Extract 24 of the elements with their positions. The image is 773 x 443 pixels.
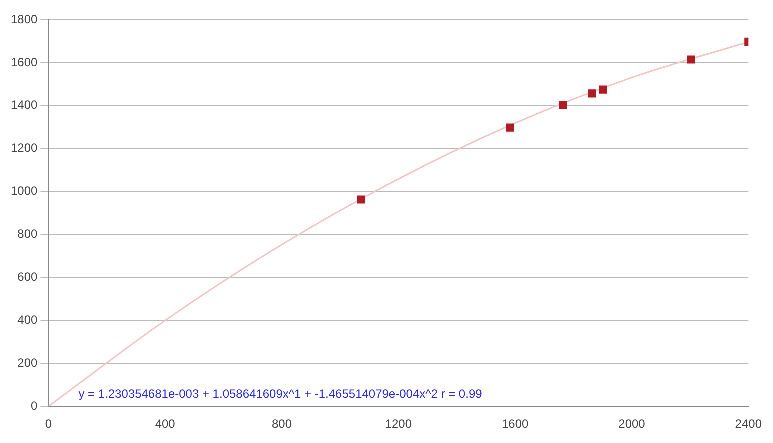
point xyxy=(687,56,696,64)
y-tick-label: 600 xyxy=(18,270,38,284)
point xyxy=(357,196,366,204)
y-tick-label: 1800 xyxy=(10,12,38,26)
y-tick-label: 1200 xyxy=(10,141,38,156)
y-tick-label: 1400 xyxy=(10,98,38,112)
x-tick-label: 0 xyxy=(45,417,52,432)
x-tick-label: 800 xyxy=(272,417,292,432)
y-tick-label: 800 xyxy=(18,227,38,242)
y-tick-label: 200 xyxy=(18,356,38,370)
x-tick-label: 1600 xyxy=(502,417,530,432)
point xyxy=(559,101,568,110)
x-tick-label: 2000 xyxy=(618,417,646,432)
annotation: y = 1.230354681e-003 + 1.058641609x^1 + -1.465514079e-004x^2 r = 0.99 xyxy=(78,386,483,401)
point xyxy=(599,86,608,94)
y-tick-label: 1000 xyxy=(10,184,38,198)
point xyxy=(588,90,596,98)
y-tick-label: 400 xyxy=(18,313,38,327)
x-tick-label: 400 xyxy=(155,417,176,432)
point xyxy=(506,124,514,132)
y-tick-label: 0 xyxy=(31,398,38,413)
x-tick-label: 2400 xyxy=(735,417,762,432)
x-tick-label: 1200 xyxy=(385,417,412,432)
y-tick-label: 1600 xyxy=(10,55,38,70)
